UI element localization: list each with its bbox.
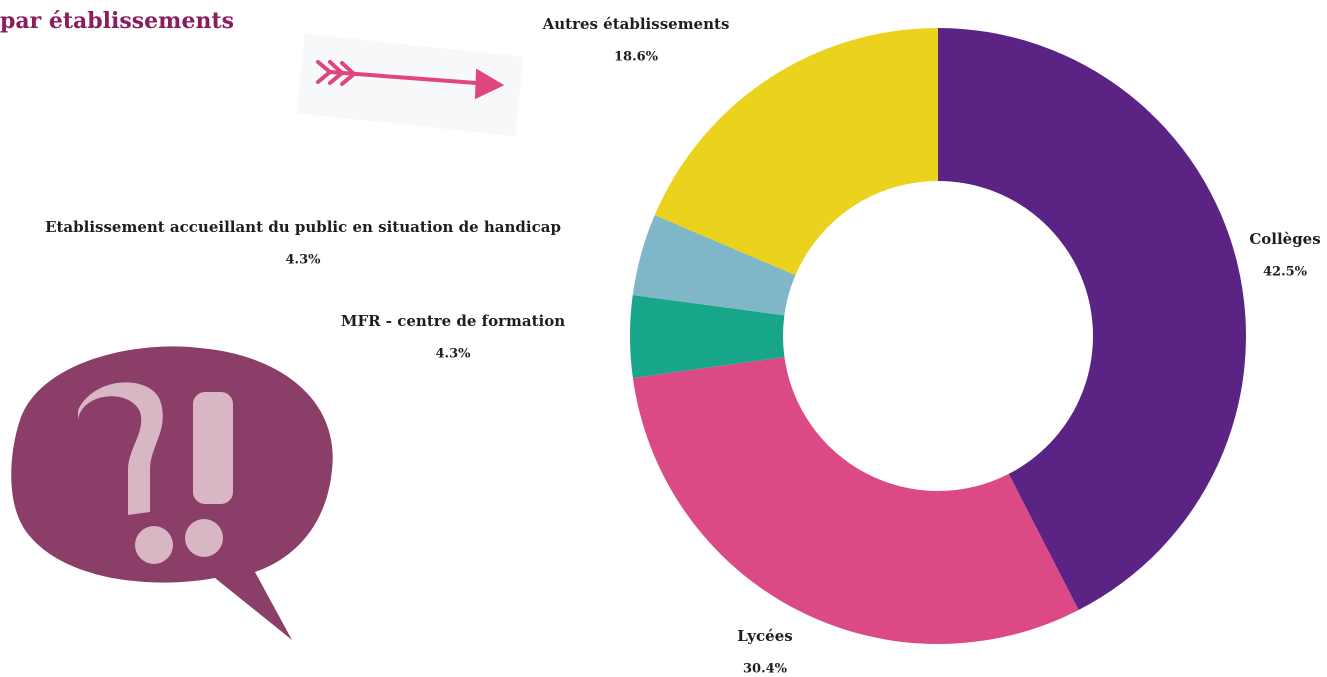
donut-slice: [633, 357, 1079, 644]
slice-value-label: 4.3%: [436, 347, 472, 362]
slice-value-label: 30.4%: [743, 662, 788, 677]
slice-label: MFR - centre de formation: [341, 312, 565, 330]
slice-label: Lycées: [737, 627, 792, 645]
chart-title: par établissements: [0, 8, 234, 34]
slice-label: Etablissement accueillant du public en s…: [45, 218, 561, 236]
arrow-decoration: [296, 34, 523, 137]
slice-label: Collèges: [1249, 230, 1320, 248]
speech-bubble-decoration: [11, 346, 332, 640]
slice-value-label: 4.3%: [286, 253, 322, 268]
slice-label: Autres établissements: [542, 15, 730, 33]
slice-value-label: 18.6%: [614, 50, 659, 65]
chart: par établissements Collèges 42.5% Lycées 30…: [0, 0, 1327, 677]
slice-value-label: 42.5%: [1263, 265, 1308, 280]
